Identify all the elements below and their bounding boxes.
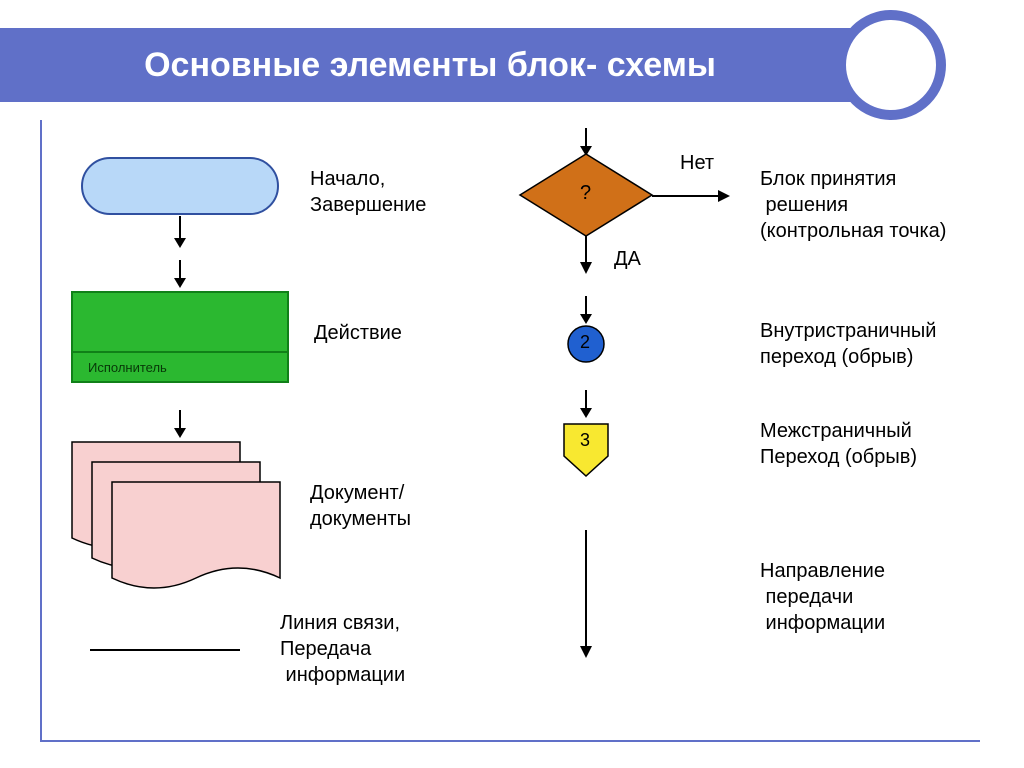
flowline-label: Линия связи, Передача информации	[280, 610, 405, 688]
title-bar: Основные элементы блок- схемы	[0, 28, 860, 102]
documents-label: Документ/ документы	[310, 480, 411, 532]
slide: Основные элементы блок- схемы Начало, За…	[0, 0, 1024, 768]
title-circle-decoration	[836, 10, 946, 120]
process-arrow-in	[170, 260, 190, 290]
decision-arrow-no	[652, 186, 732, 206]
offpage-arrow-in	[576, 390, 596, 420]
connector-number: 2	[580, 332, 590, 353]
decision-question: ?	[580, 182, 591, 205]
terminator-arrow-out	[170, 216, 190, 250]
decision-no-label: Нет	[680, 150, 714, 176]
terminator-label: Начало, Завершение	[310, 166, 426, 218]
slide-title: Основные элементы блок- схемы	[144, 46, 716, 85]
frame-vertical	[40, 120, 42, 740]
direction-arrow	[576, 530, 596, 660]
documents-shape	[70, 440, 300, 590]
flowline-shape	[90, 648, 240, 652]
decision-label: Блок принятия решения (контрольная точка…	[760, 166, 946, 244]
connector-label: Внутристраничный переход (обрыв)	[760, 318, 936, 370]
connector-arrow-in	[576, 296, 596, 326]
process-label: Действие	[314, 320, 402, 346]
decision-yes-label: ДА	[614, 246, 641, 272]
offpage-label: Межстраничный Переход (обрыв)	[760, 418, 917, 470]
process-shape	[70, 290, 290, 390]
document-arrow-in	[170, 410, 190, 440]
decision-arrow-yes	[576, 236, 596, 276]
offpage-number: 3	[580, 430, 590, 451]
process-inside-text: Исполнитель	[88, 360, 167, 375]
frame-horizontal	[40, 740, 980, 742]
direction-label: Направление передачи информации	[760, 558, 885, 636]
